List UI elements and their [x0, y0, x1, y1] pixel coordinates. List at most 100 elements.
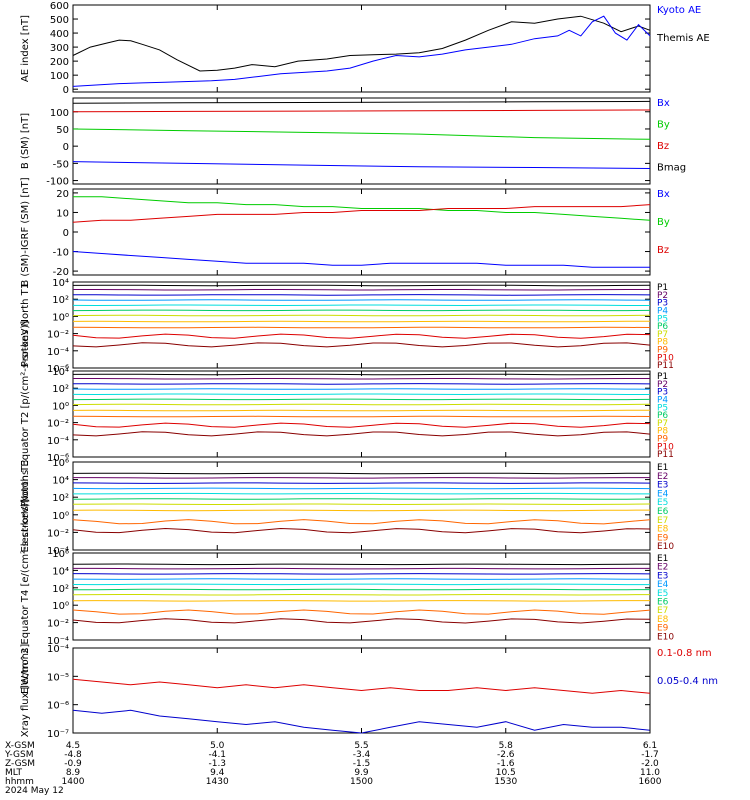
y-axis-label: Xray flux [W/m^2] [20, 644, 31, 738]
series-line-by [73, 196, 651, 221]
series-line-e7 [72, 593, 651, 596]
series-line-e8 [72, 509, 651, 512]
y-tick-label: 100 [50, 71, 69, 82]
series-line-e1 [72, 563, 651, 566]
legend-entry: P9 [657, 346, 668, 356]
legend-entry: E7 [657, 606, 668, 616]
y-tick-label: 10⁻⁴ [47, 436, 69, 447]
x-tick-label: 1400 [62, 777, 85, 787]
panel-6: 10⁻⁴ 10⁻² 10⁰ 10² 10⁴ 10⁶ Electrons North T3 E1… [20, 458, 674, 557]
legend-entry: P4 [657, 306, 668, 316]
x-row-label: X-GSM [5, 741, 35, 751]
legend-entry: Bx [657, 189, 670, 200]
y-tick-label: 10⁻² [47, 330, 69, 341]
x-tick-label: 9.4 [210, 768, 225, 778]
y-tick-label: 10² [52, 295, 69, 306]
y-axis-label: Electrons Equator T4 [e/(cm²-s-sr-keV)] [20, 499, 31, 694]
series-line-p10 [72, 333, 651, 339]
x-tick-label: -4.8 [64, 750, 82, 760]
legend-entry: E8 [657, 615, 669, 625]
x-tick-label: 6.1 [643, 741, 657, 751]
series-line-p11 [72, 342, 651, 348]
series-line-p3 [72, 383, 651, 385]
series-line-p6 [72, 398, 651, 401]
x-row-label: 2024 May 12 [5, 786, 64, 796]
legend-entry: P6 [657, 322, 668, 332]
legend-entry: P3 [657, 299, 668, 309]
y-tick-label: 10² [52, 584, 69, 595]
y-tick-label: 10⁶ [52, 549, 69, 560]
y-tick-label: 10⁻⁶ [47, 453, 69, 464]
y-tick-label: 10⁴ [52, 476, 69, 487]
y-tick-label: 600 [50, 1, 69, 12]
x-row-label: Z-GSM [5, 759, 35, 769]
y-tick-label: 10⁻⁴ [47, 546, 69, 557]
x-tick-label: -1.3 [208, 759, 226, 769]
series-line-bz [72, 109, 651, 113]
legend-entry: P8 [657, 338, 668, 348]
y-tick-label: 50 [56, 125, 69, 136]
series-line-e3 [72, 573, 651, 575]
y-tick-label: 0 [63, 228, 69, 239]
y-tick-label: 10⁰ [52, 312, 69, 323]
panel-7: 10⁻⁴ 10⁻² 10⁰ 10² 10⁴ 10⁶ Electrons Equator T4… [20, 499, 674, 694]
legend-entry: P6 [657, 411, 668, 421]
legend-entry: E6 [657, 507, 669, 517]
series-line-bx [72, 161, 651, 169]
y-axis-label: B (SM)-IGRF (SM) [nT] [20, 177, 31, 286]
y-axis-label: Protons Equator T2 [p/(cm²-s-sr-keV)] [20, 321, 31, 508]
y-tick-label: 10² [52, 384, 69, 395]
series-line-e2 [73, 477, 650, 479]
legend-entry: E10 [657, 632, 674, 642]
legend-entry: By [657, 120, 670, 131]
series-line-p11 [72, 431, 651, 437]
x-tick-label: 11.0 [640, 768, 660, 778]
legend-entry: P7 [657, 330, 668, 340]
legend-entry: E4 [657, 580, 669, 590]
series-line-p7 [72, 314, 651, 317]
y-tick-label: 10⁻² [47, 528, 69, 539]
series-line-p4 [72, 299, 651, 301]
y-tick-label: 200 [50, 57, 69, 68]
legend-entry: E5 [657, 498, 668, 508]
legend-entry: E8 [657, 525, 669, 535]
legend-entry: Kyoto AE [657, 5, 701, 16]
legend-entry: P10 [657, 442, 674, 452]
y-tick-label: 10² [52, 493, 69, 504]
y-tick-label: 10⁻² [47, 419, 69, 430]
y-tick-label: 10⁰ [52, 601, 69, 612]
series-line-e2 [73, 567, 650, 570]
series-line-bx [72, 251, 650, 268]
y-tick-label: 10⁻⁷ [47, 729, 69, 740]
legend-entry: E4 [657, 489, 669, 499]
y-tick-label: -50 [53, 159, 69, 170]
y-tick-label: 10⁶ [52, 458, 69, 469]
x-tick-label: 5.5 [354, 741, 368, 751]
y-tick-label: 100 [50, 108, 69, 119]
legend-entry: E9 [657, 624, 669, 634]
series-line-e5 [72, 583, 650, 586]
y-tick-label: 10⁰ [52, 401, 69, 412]
y-tick-label: -100 [46, 177, 69, 188]
legend-entry: P1 [657, 372, 668, 382]
x-tick-label: -2.0 [641, 759, 659, 769]
series-line-e7 [72, 503, 651, 506]
series-line-p7 [72, 403, 651, 406]
x-tick-label: 5.0 [210, 741, 225, 751]
y-tick-label: 10⁻⁴ [47, 347, 69, 358]
legend-entry: E3 [657, 481, 668, 491]
legend-entry: 0.05-0.4 nm [657, 676, 718, 687]
series-line-e10 [72, 618, 651, 624]
panel-5: 10⁻⁶ 10⁻⁴ 10⁻² 10⁰ 10² 10⁴ Protons Equator T2 … [20, 321, 674, 508]
legend-entry: E2 [657, 563, 668, 573]
legend-entry: P4 [657, 395, 668, 405]
panel-2: -100 -50 0 50 100 B (SM) [nT] Bx By Bz Bmag [20, 97, 686, 188]
y-tick-label: 0 [63, 142, 69, 153]
legend-entry: E9 [657, 533, 669, 543]
legend-entry: E2 [657, 472, 668, 482]
series-line-bz [72, 204, 651, 223]
x-tick-label: 4.5 [66, 741, 80, 751]
legend-entry: P2 [657, 291, 668, 301]
legend-entry: Bz [657, 141, 669, 152]
